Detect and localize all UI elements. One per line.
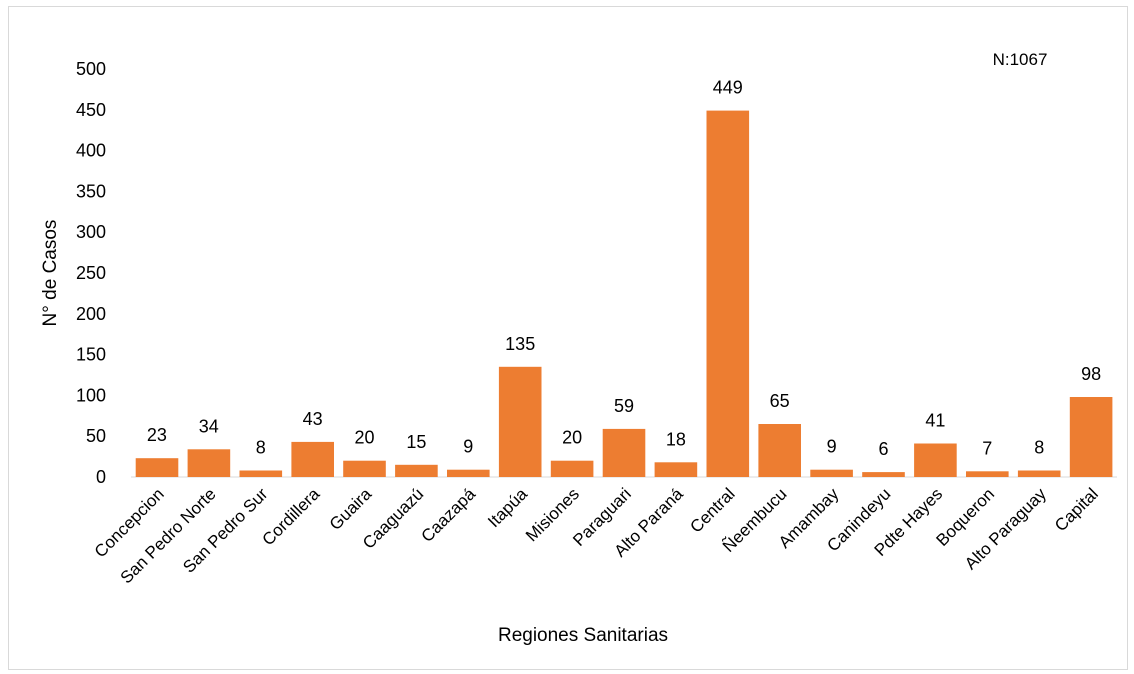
data-label: 449 — [713, 78, 743, 98]
data-label: 34 — [199, 416, 219, 436]
data-label: 20 — [562, 428, 582, 448]
data-label: 135 — [505, 334, 535, 354]
bar — [1017, 470, 1061, 477]
y-tick-label: 50 — [86, 426, 106, 446]
data-label: 59 — [614, 396, 634, 416]
y-tick-label: 350 — [76, 181, 106, 201]
data-label: 20 — [354, 428, 374, 448]
bar — [758, 424, 801, 477]
bar — [135, 458, 179, 477]
bar — [1069, 397, 1113, 477]
y-tick-label: 300 — [76, 222, 106, 242]
y-tick-label: 0 — [96, 467, 106, 487]
y-tick-label: 100 — [76, 385, 106, 405]
chart-frame: 0 50 100 150 200 250 300 350 400 450 500 23 34 8 43 20… — [8, 6, 1128, 670]
data-labels: 23 34 8 43 20 15 9 135 20 59 18 449 65 9 6 41 7 8 98 — [147, 78, 1101, 460]
data-label: 15 — [406, 432, 426, 452]
category-label: Central — [686, 484, 738, 536]
data-label: 7 — [982, 438, 992, 458]
data-label: 9 — [827, 437, 837, 457]
bar — [810, 469, 853, 477]
data-label: 18 — [666, 429, 686, 449]
bar — [914, 443, 957, 477]
total-annotation: N:1067 — [993, 50, 1048, 69]
bar — [187, 449, 231, 477]
bar — [447, 469, 490, 477]
bar — [966, 471, 1009, 477]
y-tick-label: 250 — [76, 263, 106, 283]
y-tick-label: 500 — [76, 59, 106, 79]
bar — [706, 110, 750, 477]
data-label: 43 — [303, 409, 323, 429]
y-tick-label: 450 — [76, 100, 106, 120]
category-label: Guaira — [326, 484, 376, 534]
bar — [395, 464, 438, 477]
bar — [862, 472, 905, 477]
data-label: 9 — [463, 437, 473, 457]
x-axis-title: Regiones Sanitarias — [498, 625, 668, 646]
bar — [239, 470, 283, 477]
y-tick-label: 150 — [76, 345, 106, 365]
data-label: 8 — [1034, 438, 1044, 458]
y-tick-label: 200 — [76, 304, 106, 324]
bar — [343, 460, 386, 477]
data-label: 8 — [256, 438, 266, 458]
category-label: Itapúa — [484, 484, 531, 531]
bars — [135, 110, 1113, 477]
bar-chart: 0 50 100 150 200 250 300 350 400 450 500 23 34 8 43 20… — [40, 50, 1117, 646]
bar — [291, 441, 334, 477]
data-label: 41 — [925, 411, 945, 431]
bar — [654, 462, 698, 477]
category-label: Caazapá — [418, 484, 480, 546]
bar — [498, 366, 542, 477]
category-label: Capital — [1051, 484, 1102, 535]
category-label: San Pedro Norte — [117, 484, 220, 587]
y-tick-label: 400 — [76, 141, 106, 161]
bar — [602, 428, 646, 477]
data-label: 65 — [770, 391, 790, 411]
bar — [550, 460, 594, 477]
data-label: 23 — [147, 425, 167, 445]
y-axis-ticks: 0 50 100 150 200 250 300 350 400 450 500 — [76, 59, 106, 487]
data-label: 98 — [1081, 364, 1101, 384]
y-axis-title: N° de Casos — [40, 220, 61, 327]
category-label: Cordillera — [259, 484, 324, 549]
data-label: 6 — [878, 439, 888, 459]
